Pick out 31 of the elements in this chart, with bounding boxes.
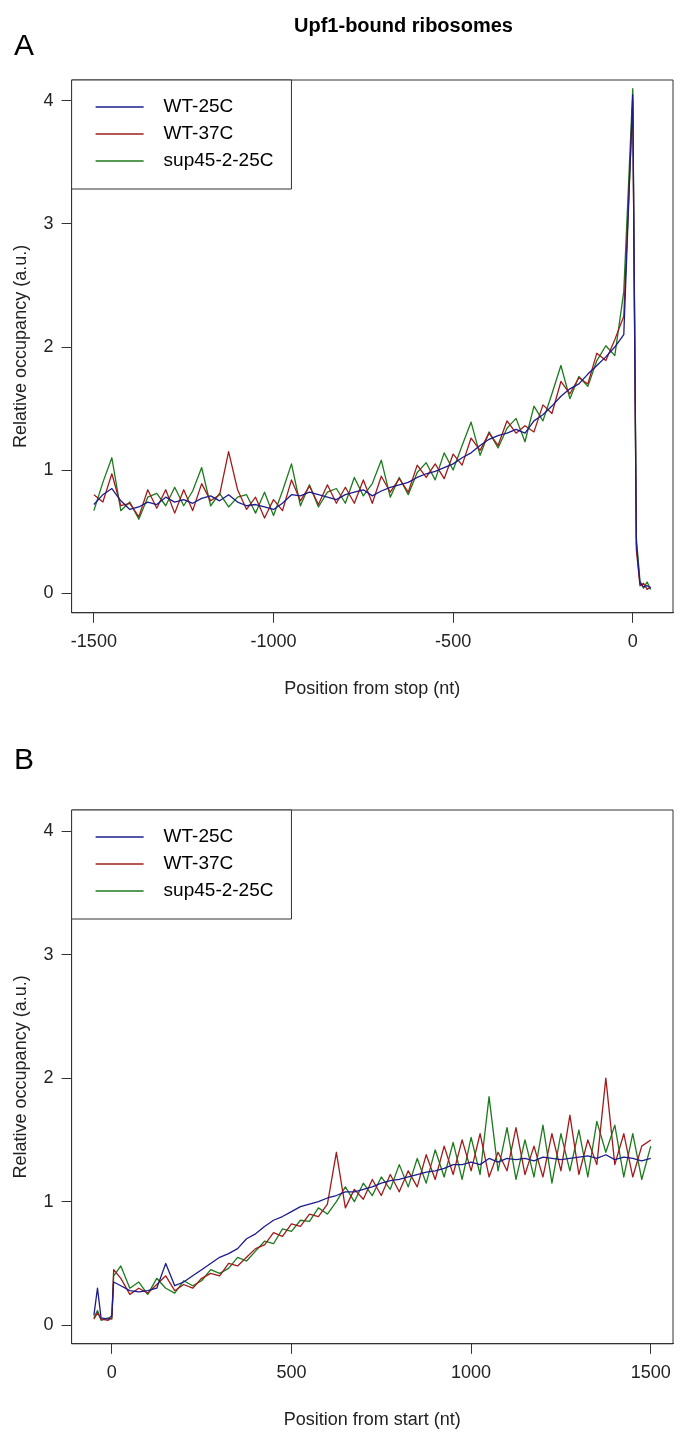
y-tick-label: 2 (43, 335, 54, 356)
legend-label: sup45-2-25C (163, 149, 274, 171)
y-tick-label: 2 (43, 1067, 54, 1088)
x-tick-label: 0 (106, 1361, 117, 1382)
y-tick-label: 1 (43, 459, 54, 480)
y-tick-label: 0 (43, 1314, 54, 1335)
x-tick-label: -1500 (70, 630, 117, 651)
legend-label: WT-25C (163, 825, 234, 847)
y-tick-label: 3 (43, 943, 54, 964)
x-tick-label: -500 (435, 630, 472, 651)
y-axis-title: Relative occupancy (a.u.) (9, 244, 30, 448)
legend-label: sup45-2-25C (163, 879, 274, 901)
x-tick-label: -1000 (250, 630, 297, 651)
chart-title: Upf1-bound ribosomes (294, 14, 513, 36)
x-tick-label: 1000 (451, 1361, 492, 1382)
y-tick-label: 4 (43, 819, 54, 840)
y-tick-label: 3 (43, 212, 54, 233)
text: B (14, 742, 35, 776)
y-axis-title: Relative occupancy (a.u.) (9, 975, 30, 1179)
x-tick-label: 1500 (630, 1361, 671, 1382)
x-axis-title: Position from start (nt) (283, 1409, 461, 1430)
x-tick-label: 0 (627, 630, 638, 651)
y-tick-label: 1 (43, 1190, 54, 1211)
x-tick-label: 500 (276, 1361, 307, 1382)
legend-label: WT-37C (163, 122, 234, 144)
y-tick-label: 0 (43, 582, 54, 603)
legend-label: WT-37C (163, 852, 234, 874)
x-axis-title: Position from stop (nt) (284, 678, 461, 699)
text: A (14, 28, 35, 62)
legend-label: WT-25C (163, 95, 234, 117)
y-tick-label: 4 (43, 89, 54, 110)
